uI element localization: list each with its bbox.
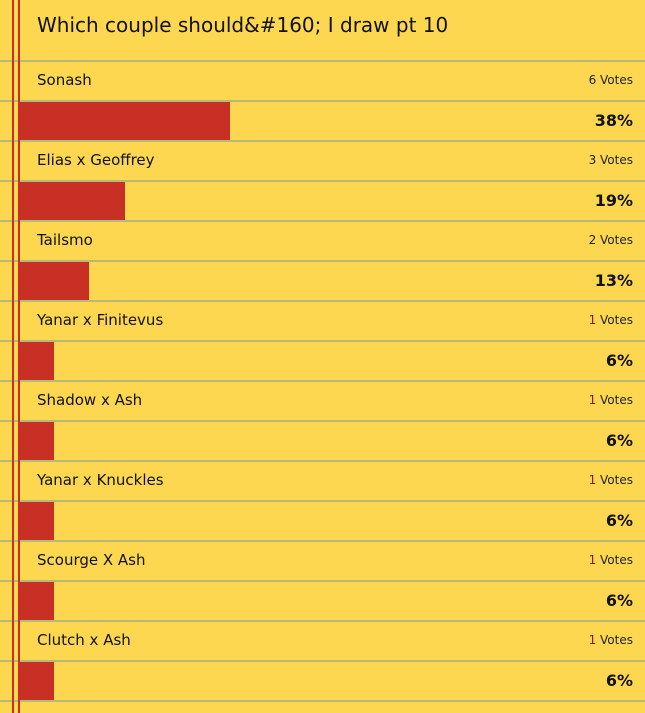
percent-label: 6% xyxy=(605,351,633,370)
percent-label: 6% xyxy=(605,511,633,530)
vote-count: 1 Votes xyxy=(588,313,633,327)
result-row: 6% xyxy=(0,582,645,622)
result-bar xyxy=(19,182,125,220)
option-label: Clutch x Ash xyxy=(37,631,131,649)
result-bar xyxy=(19,502,54,540)
option-label: Yanar x Knuckles xyxy=(37,471,164,489)
option-label: Tailsmo xyxy=(37,231,93,249)
vote-count: 1 Votes xyxy=(588,553,633,567)
poll-option[interactable]: Tailsmo 2 Votes xyxy=(0,222,645,262)
poll-option[interactable]: Scourge X Ash 1 Votes xyxy=(0,542,645,582)
vote-count: 2 Votes xyxy=(588,233,633,247)
result-bar xyxy=(19,102,230,140)
result-row: 6% xyxy=(0,662,645,702)
poll-option[interactable]: Shadow x Ash 1 Votes xyxy=(0,382,645,422)
result-row: 13% xyxy=(0,262,645,302)
vote-count: 3 Votes xyxy=(588,153,633,167)
result-row: 6% xyxy=(0,502,645,542)
poll-option[interactable]: Clutch x Ash 1 Votes xyxy=(0,622,645,662)
poll-option[interactable]: Yanar x Knuckles 1 Votes xyxy=(0,462,645,502)
percent-label: 38% xyxy=(594,111,633,130)
poll-title: Which couple should&#160; I draw pt 10 xyxy=(0,0,645,62)
poll-options: Sonash 6 Votes 38% Elias x Geoffrey 3 Vot… xyxy=(0,62,645,702)
option-label: Shadow x Ash xyxy=(37,391,143,409)
vote-count: 1 Votes xyxy=(588,473,633,487)
result-bar xyxy=(19,342,54,380)
option-label: Yanar x Finitevus xyxy=(37,311,164,329)
poll-option[interactable]: Sonash 6 Votes xyxy=(0,62,645,102)
percent-label: 13% xyxy=(594,271,633,290)
vote-count: 6 Votes xyxy=(588,73,633,87)
result-bar xyxy=(19,662,54,700)
margin-line xyxy=(18,0,20,713)
option-label: Elias x Geoffrey xyxy=(37,151,155,169)
percent-label: 6% xyxy=(605,431,633,450)
result-row: 19% xyxy=(0,182,645,222)
margin-line xyxy=(12,0,14,713)
option-label: Scourge X Ash xyxy=(37,551,146,569)
result-row: 6% xyxy=(0,422,645,462)
poll-option[interactable]: Elias x Geoffrey 3 Votes xyxy=(0,142,645,182)
vote-count: 1 Votes xyxy=(588,633,633,647)
poll-option[interactable]: Yanar x Finitevus 1 Votes xyxy=(0,302,645,342)
option-label: Sonash xyxy=(37,71,92,89)
result-bar xyxy=(19,582,54,620)
percent-label: 6% xyxy=(605,671,633,690)
vote-count: 1 Votes xyxy=(588,393,633,407)
result-bar xyxy=(19,422,54,460)
result-bar xyxy=(19,262,89,300)
percent-label: 19% xyxy=(594,191,633,210)
result-row: 6% xyxy=(0,342,645,382)
percent-label: 6% xyxy=(605,591,633,610)
result-row: 38% xyxy=(0,102,645,142)
